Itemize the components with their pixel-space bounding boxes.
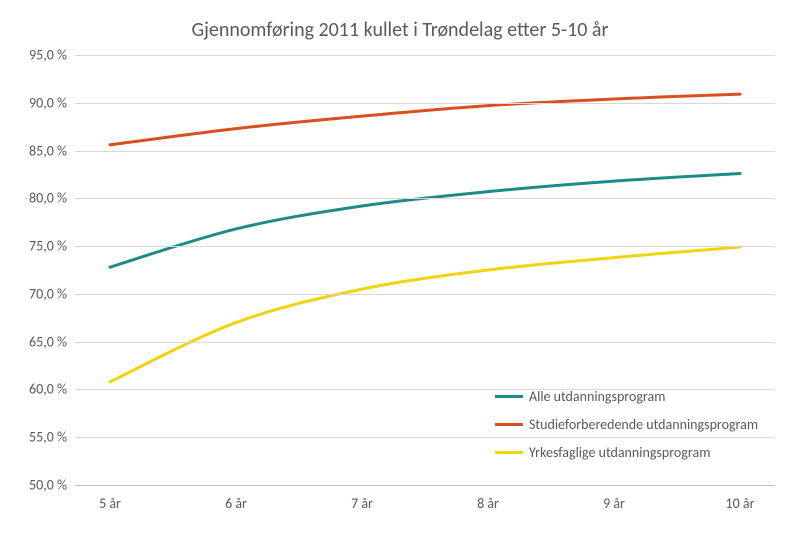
y-axis-label: 95,0 %	[7, 47, 67, 64]
y-axis-label: 90,0 %	[7, 94, 67, 111]
line-chart: Gjennomføring 2011 kullet i Trøndelag et…	[0, 0, 800, 548]
legend-item: Studieforberedende utdanningsprogram	[495, 415, 758, 433]
y-axis-label: 65,0 %	[7, 333, 67, 350]
legend-label: Studieforberedende utdanningsprogram	[529, 416, 758, 433]
x-axis-label: 5 år	[99, 495, 121, 512]
x-axis-label: 10 år	[726, 495, 755, 512]
x-axis-label: 6 år	[225, 495, 247, 512]
x-axis-label: 7 år	[351, 495, 373, 512]
x-axis-label: 9 år	[603, 495, 625, 512]
legend-swatch	[495, 423, 523, 426]
gridline	[75, 55, 775, 56]
gridline	[75, 389, 775, 390]
legend-item: Yrkesfaglige utdanningsprogram	[495, 443, 710, 461]
x-axis-label: 8 år	[477, 495, 499, 512]
gridline	[75, 246, 775, 247]
gridline	[75, 485, 775, 486]
chart-title: Gjennomføring 2011 kullet i Trøndelag et…	[0, 0, 800, 42]
series-line	[110, 94, 740, 145]
y-axis-label: 85,0 %	[7, 142, 67, 159]
gridline	[75, 294, 775, 295]
y-axis-label: 50,0 %	[7, 477, 67, 494]
legend-label: Alle utdanningsprogram	[529, 388, 665, 405]
legend-swatch	[495, 451, 523, 454]
legend-label: Yrkesfaglige utdanningsprogram	[529, 444, 710, 461]
gridline	[75, 151, 775, 152]
gridline	[75, 103, 775, 104]
series-line	[110, 173, 740, 267]
y-axis-label: 60,0 %	[7, 381, 67, 398]
series-line	[110, 247, 740, 382]
gridline	[75, 198, 775, 199]
gridline	[75, 437, 775, 438]
gridline	[75, 342, 775, 343]
legend-swatch	[495, 395, 523, 398]
y-axis-label: 70,0 %	[7, 285, 67, 302]
legend-item: Alle utdanningsprogram	[495, 387, 665, 405]
y-axis-label: 55,0 %	[7, 429, 67, 446]
y-axis-label: 75,0 %	[7, 238, 67, 255]
y-axis-label: 80,0 %	[7, 190, 67, 207]
